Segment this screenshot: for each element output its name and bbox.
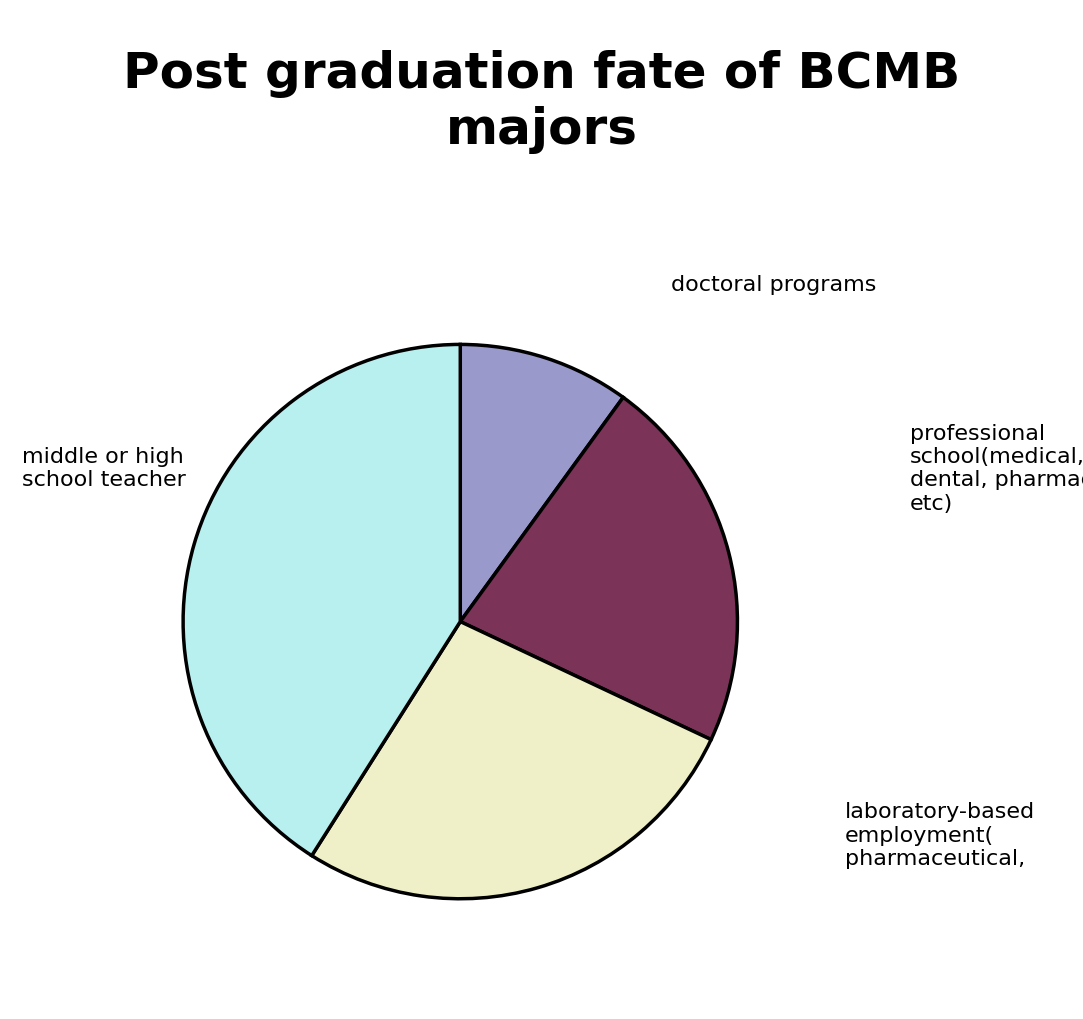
Text: laboratory-based
employment(
pharmaceutical,: laboratory-based employment( pharmaceuti…	[845, 802, 1035, 869]
Text: middle or high
school teacher: middle or high school teacher	[22, 447, 185, 490]
Text: professional
school(medical,
dental, pharmacy,
etc): professional school(medical, dental, pha…	[910, 424, 1083, 514]
Wedge shape	[312, 622, 712, 899]
Wedge shape	[460, 344, 623, 622]
Wedge shape	[460, 397, 738, 740]
Wedge shape	[183, 344, 460, 856]
Text: Post graduation fate of BCMB
majors: Post graduation fate of BCMB majors	[122, 50, 961, 154]
Text: doctoral programs: doctoral programs	[671, 275, 877, 296]
